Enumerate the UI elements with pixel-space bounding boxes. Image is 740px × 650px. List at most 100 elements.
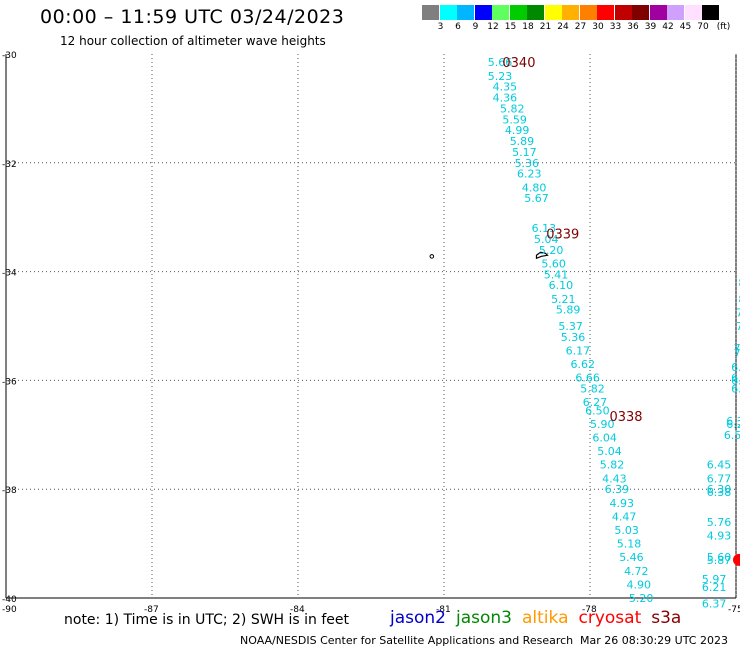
wave-height-label: 5.76: [707, 516, 732, 529]
wave-height-label: 6.6: [731, 374, 740, 387]
wave-height-label: 4.72: [624, 565, 649, 578]
color-tick-label: 39: [644, 22, 657, 32]
wave-height-label: 4.47: [612, 510, 637, 523]
color-tick-label: 42: [662, 22, 674, 32]
color-swatch: [474, 5, 492, 20]
wave-height-label: 5.59: [502, 113, 527, 126]
wave-height-label: 5.60: [707, 551, 732, 564]
wave-height-label: 6.27: [583, 396, 608, 409]
y-tick-label: -36: [2, 377, 17, 387]
color-swatch: [509, 5, 527, 20]
color-tick-label: 6: [455, 22, 461, 32]
footer-credit: NOAA/NESDIS Center for Satellite Applica…: [240, 634, 574, 647]
chart-title: 00:00 – 11:59 UTC 03/24/2023: [40, 6, 345, 28]
wave-height-label: 7.7: [734, 342, 740, 355]
satellite-legend: jason2 jason3 altika cryosat s3a: [390, 608, 691, 628]
wave-height-label: 6.77: [707, 472, 732, 485]
color-swatch: [579, 5, 597, 20]
color-swatch: [632, 5, 649, 20]
wave-height-label: 5.37: [558, 320, 583, 333]
wave-height-label: 5.04: [597, 445, 622, 458]
x-tick-label: -90: [2, 605, 17, 615]
wave-height-label: 6.33: [726, 415, 740, 428]
wave-height-label: 5.82: [500, 102, 525, 115]
wave-height-label: 6.7: [731, 361, 740, 374]
x-tick-label: -84: [290, 605, 305, 615]
satellite-jason3: jason3: [456, 608, 512, 628]
wave-height-label: 5.04: [534, 233, 559, 246]
wave-height-label: 5.66: [488, 56, 513, 69]
color-swatch: [667, 5, 684, 20]
wave-height-label: 4.80: [522, 181, 547, 194]
cryosat-edge-marker: [733, 553, 740, 566]
color-tick-label: 21: [539, 22, 552, 32]
color-tick-label: 3: [437, 22, 444, 32]
wave-height-label: 6.54: [724, 429, 740, 442]
color-tick-label: 12: [487, 22, 499, 32]
wave-height-label: 6.17: [566, 344, 591, 357]
wave-height-label: 5.82: [580, 383, 605, 396]
color-swatch: [457, 5, 474, 20]
wave-height-label: 6.37: [702, 597, 727, 610]
satellite-altika: altika: [522, 608, 569, 628]
y-tick-label: -34: [2, 269, 17, 279]
x-tick-label: -81: [436, 605, 451, 615]
wave-height-label: 6.23: [517, 168, 542, 181]
wave-height-label: 6.62: [571, 358, 596, 371]
color-unit-label: (ft): [716, 22, 731, 32]
wave-height-label: 6.7: [731, 372, 740, 385]
time-label: 0339: [546, 228, 579, 243]
y-tick-label: -32: [2, 160, 17, 170]
wave-height-label: 5.97: [702, 573, 727, 586]
color-tick-label: 36: [627, 22, 639, 32]
color-swatch: [614, 5, 632, 20]
satellite-jason2: jason2: [390, 608, 446, 628]
x-tick-label: -75: [728, 605, 740, 615]
color-tick-label: 33: [609, 22, 622, 32]
color-tick-label: 9: [472, 22, 479, 32]
color-swatch: [492, 5, 509, 20]
island-outline: [429, 254, 435, 259]
wave-height-label: 5.89: [556, 304, 581, 317]
time-label: 0338: [609, 410, 642, 425]
wave-height-label: 8: [738, 276, 740, 289]
wave-height-label: 6.45: [707, 459, 732, 472]
y-tick-label: -30: [2, 51, 17, 61]
color-tick-label: 27: [574, 22, 587, 32]
color-swatch: [439, 5, 457, 20]
wave-height-label: 5.46: [619, 551, 644, 564]
color-swatch: [562, 5, 579, 20]
wave-height-label: 5.67: [524, 192, 549, 205]
wave-height-label: 5.41: [544, 268, 569, 281]
y-tick-label: -40: [2, 595, 17, 605]
wave-height-label: 6.04: [592, 432, 617, 445]
time-label: 0340: [502, 56, 535, 71]
color-swatch: [684, 5, 702, 20]
wave-height-label: 6.4: [731, 383, 740, 396]
y-tick-label: -38: [2, 486, 17, 496]
wave-height-label: 6.50: [585, 404, 610, 417]
wave-height-label: 4.90: [627, 578, 652, 591]
color-swatch: [597, 5, 614, 20]
chart-subtitle: 12 hour collection of altimeter wave hei…: [60, 34, 326, 48]
wave-height-label: 5.03: [614, 524, 639, 537]
wave-height-label: 8: [738, 293, 740, 306]
wave-height-label: 6.10: [549, 279, 574, 292]
wave-height-label: 6.27: [726, 418, 740, 431]
wave-height-label: 6.13: [532, 222, 557, 235]
wave-height-label: 5.89: [510, 135, 535, 148]
wave-height-label: 6.30: [707, 483, 732, 496]
wave-height-label: 5.60: [541, 257, 566, 270]
wave-height-label: 5.36: [515, 157, 540, 170]
island-outline: [535, 251, 549, 260]
color-tick-label: 45: [679, 22, 692, 32]
wave-height-label: 5.82: [600, 459, 625, 472]
color-swatch: [649, 5, 667, 20]
wave-height-label: 5.36: [561, 331, 586, 344]
wave-height-label: 7.9: [736, 320, 740, 333]
satellite-s3a: s3a: [651, 608, 682, 628]
color-tick-label: 24: [557, 22, 569, 32]
color-swatch: [544, 5, 562, 20]
wave-height-label: 4.36: [493, 92, 517, 105]
